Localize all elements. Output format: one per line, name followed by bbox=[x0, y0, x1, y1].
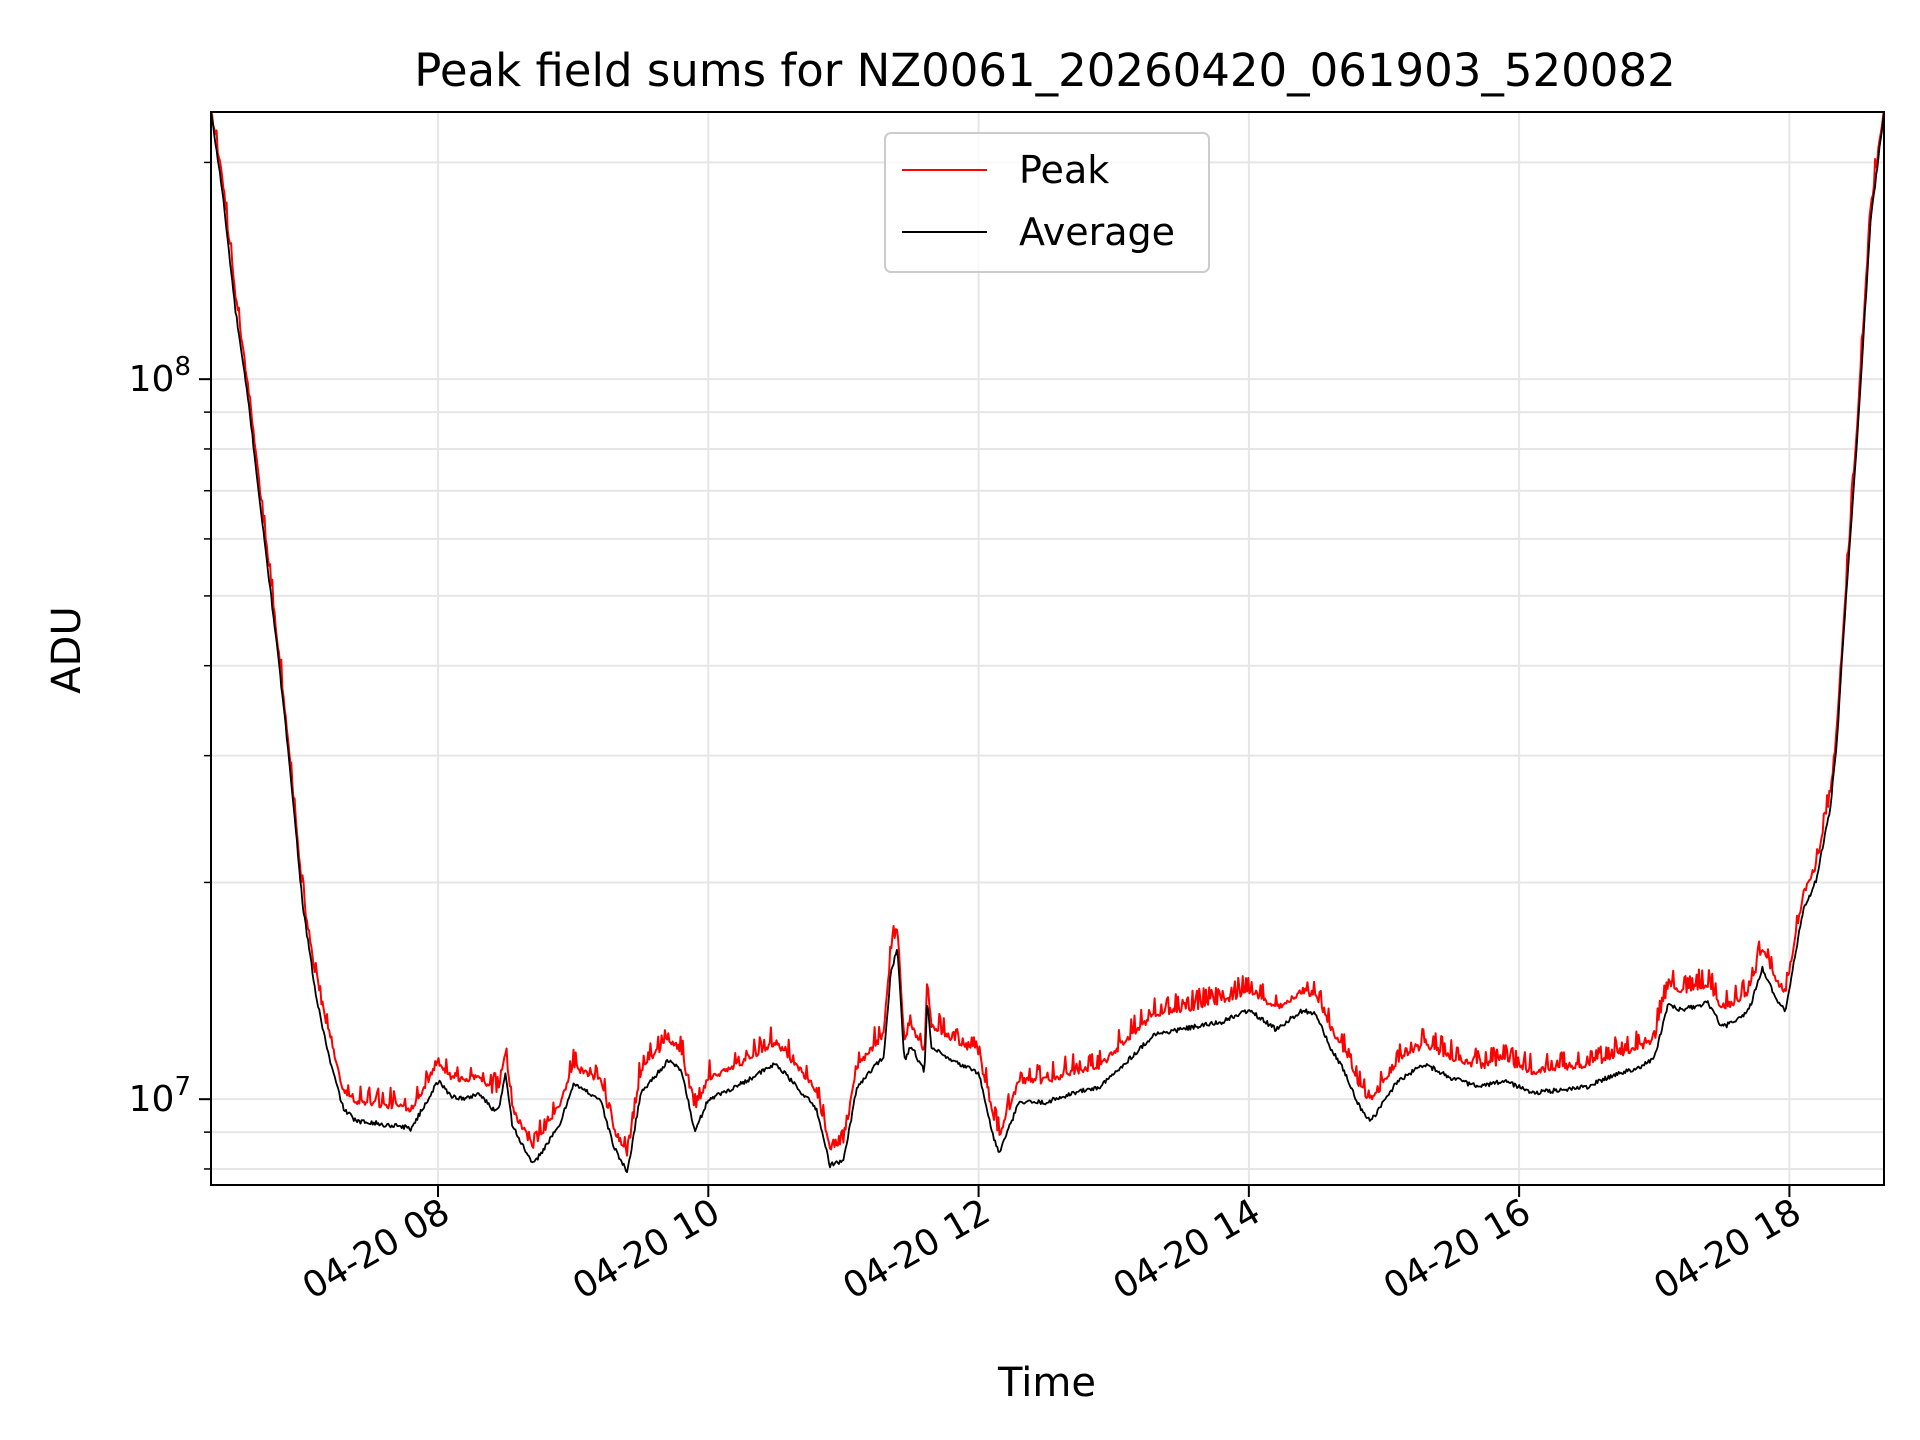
series-line-average bbox=[211, 112, 1884, 1174]
x-axis-label: Time bbox=[997, 1360, 1096, 1406]
plot-frame bbox=[210, 111, 1885, 1186]
grid bbox=[211, 112, 1884, 1185]
legend-label-average: Average bbox=[1019, 210, 1175, 254]
chart-title: Peak field sums for NZ0061_20260420_0619… bbox=[414, 44, 1675, 97]
y-tick-label: 107 bbox=[129, 1072, 191, 1120]
legend-box bbox=[884, 132, 1210, 273]
legend-label-peak: Peak bbox=[1019, 148, 1109, 192]
series-line-peak bbox=[211, 112, 1884, 1157]
y-tick-label: 108 bbox=[129, 352, 191, 400]
y-axis-label: ADU bbox=[44, 606, 90, 693]
legend: Peak Average bbox=[884, 132, 1210, 273]
